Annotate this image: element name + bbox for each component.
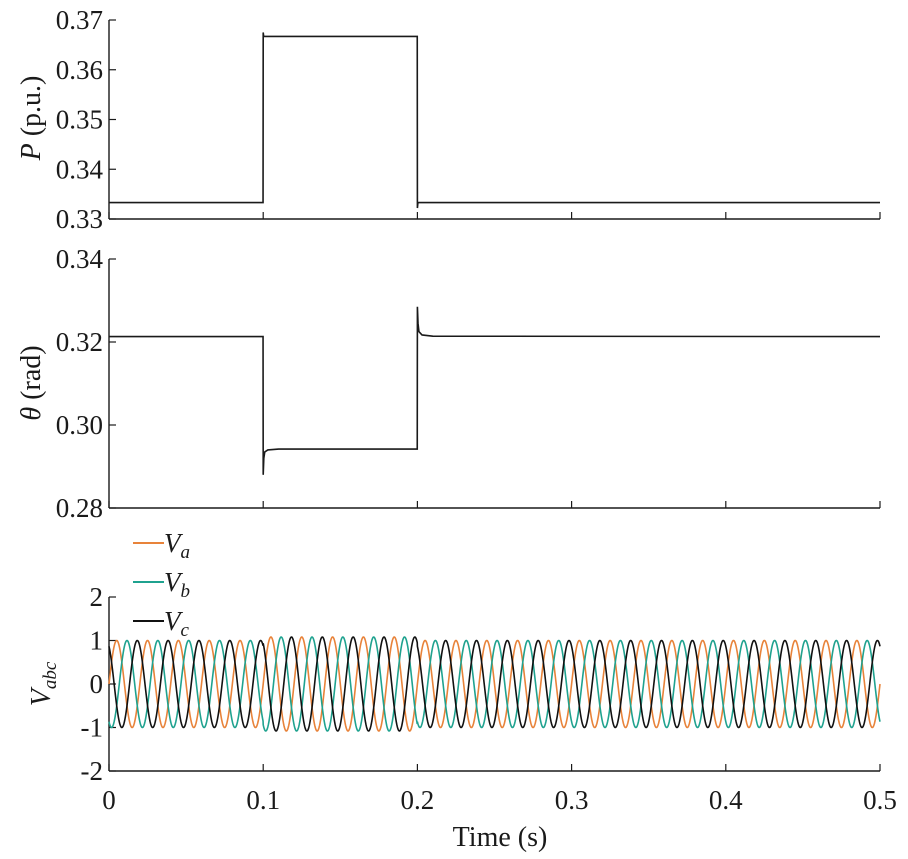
power-y-unit: (p.u.) [16, 76, 47, 144]
angle-y-ticks: 0.28 0.30 0.32 0.34 [56, 244, 116, 523]
voltage-y-tick-label: -2 [81, 756, 104, 786]
angle-series [109, 306, 881, 475]
legend-label-va: Va [164, 528, 190, 563]
angle-y-unit: (rad) [16, 345, 47, 406]
power-y-tick-label: 0.37 [56, 5, 103, 35]
legend-main-va: V [164, 528, 184, 558]
angle-y-var: θ [16, 407, 47, 421]
power-y-var: P [16, 143, 47, 161]
angle-y-tick-label: 0.32 [56, 327, 103, 357]
series-va [108, 636, 881, 732]
voltage-y-tick-label: -1 [81, 713, 104, 743]
angle-axes [108, 259, 881, 509]
power-line [109, 32, 880, 209]
power-series [109, 32, 880, 209]
series-vb [108, 636, 881, 732]
angle-y-tick-label: 0.34 [56, 244, 104, 274]
series-vc [108, 636, 881, 732]
legend-entry-vb: Vb [133, 567, 190, 602]
legend-main-vb: V [164, 567, 184, 597]
angle-line [109, 306, 881, 475]
x-tick-label: 0.2 [401, 785, 435, 815]
power-y-tick-label: 0.35 [56, 105, 103, 135]
power-y-tick-label: 0.36 [56, 55, 103, 85]
x-tick-label: 0.3 [555, 785, 589, 815]
x-tick-label: 0 [102, 785, 116, 815]
angle-panel: 0.28 0.30 0.32 0.34 θ (rad) [16, 244, 881, 523]
voltage-y-ticks: -2 -1 0 1 2 [81, 582, 116, 786]
x-tick-label: 0.5 [863, 785, 897, 815]
legend-sub-vb: b [181, 581, 191, 602]
legend-label-vc: Vc [164, 606, 190, 641]
power-axes [108, 20, 881, 220]
legend-entry-va: Va [133, 528, 190, 563]
angle-y-tick-label: 0.30 [56, 410, 103, 440]
legend-label-vb: Vb [164, 567, 190, 602]
x-tick-label: 0.4 [709, 785, 743, 815]
legend-sub-va: a [181, 542, 191, 563]
legend: Va Vb Vc [133, 528, 190, 641]
x-axis-label: Time (s) [453, 822, 548, 853]
power-y-tick-label: 0.33 [56, 204, 103, 234]
voltage-y-sub: abc [40, 661, 61, 689]
voltage-series [108, 636, 881, 732]
power-panel: 0.33 0.34 0.35 0.36 0.37 P (p.u.) [16, 5, 881, 234]
voltage-y-tick-label: 1 [90, 626, 104, 656]
angle-y-tick-label: 0.28 [56, 493, 103, 523]
legend-entry-vc: Vc [133, 606, 190, 641]
legend-sub-vc: c [181, 620, 190, 641]
power-y-ticks: 0.33 0.34 0.35 0.36 0.37 [56, 5, 116, 234]
x-tick-label: 0.1 [246, 785, 280, 815]
voltage-y-tick-label: 2 [90, 582, 104, 612]
voltage-y-axis-label: Vabc [26, 661, 61, 706]
power-y-axis-label: P (p.u.) [16, 76, 47, 162]
power-y-tick-label: 0.34 [56, 154, 104, 184]
angle-y-axis-label: θ (rad) [16, 345, 47, 420]
legend-main-vc: V [164, 606, 184, 636]
voltage-y-main: V [26, 686, 57, 706]
x-ticks: 0 0.1 0.2 0.3 0.4 0.5 [102, 785, 897, 815]
voltage-y-tick-label: 0 [90, 669, 104, 699]
